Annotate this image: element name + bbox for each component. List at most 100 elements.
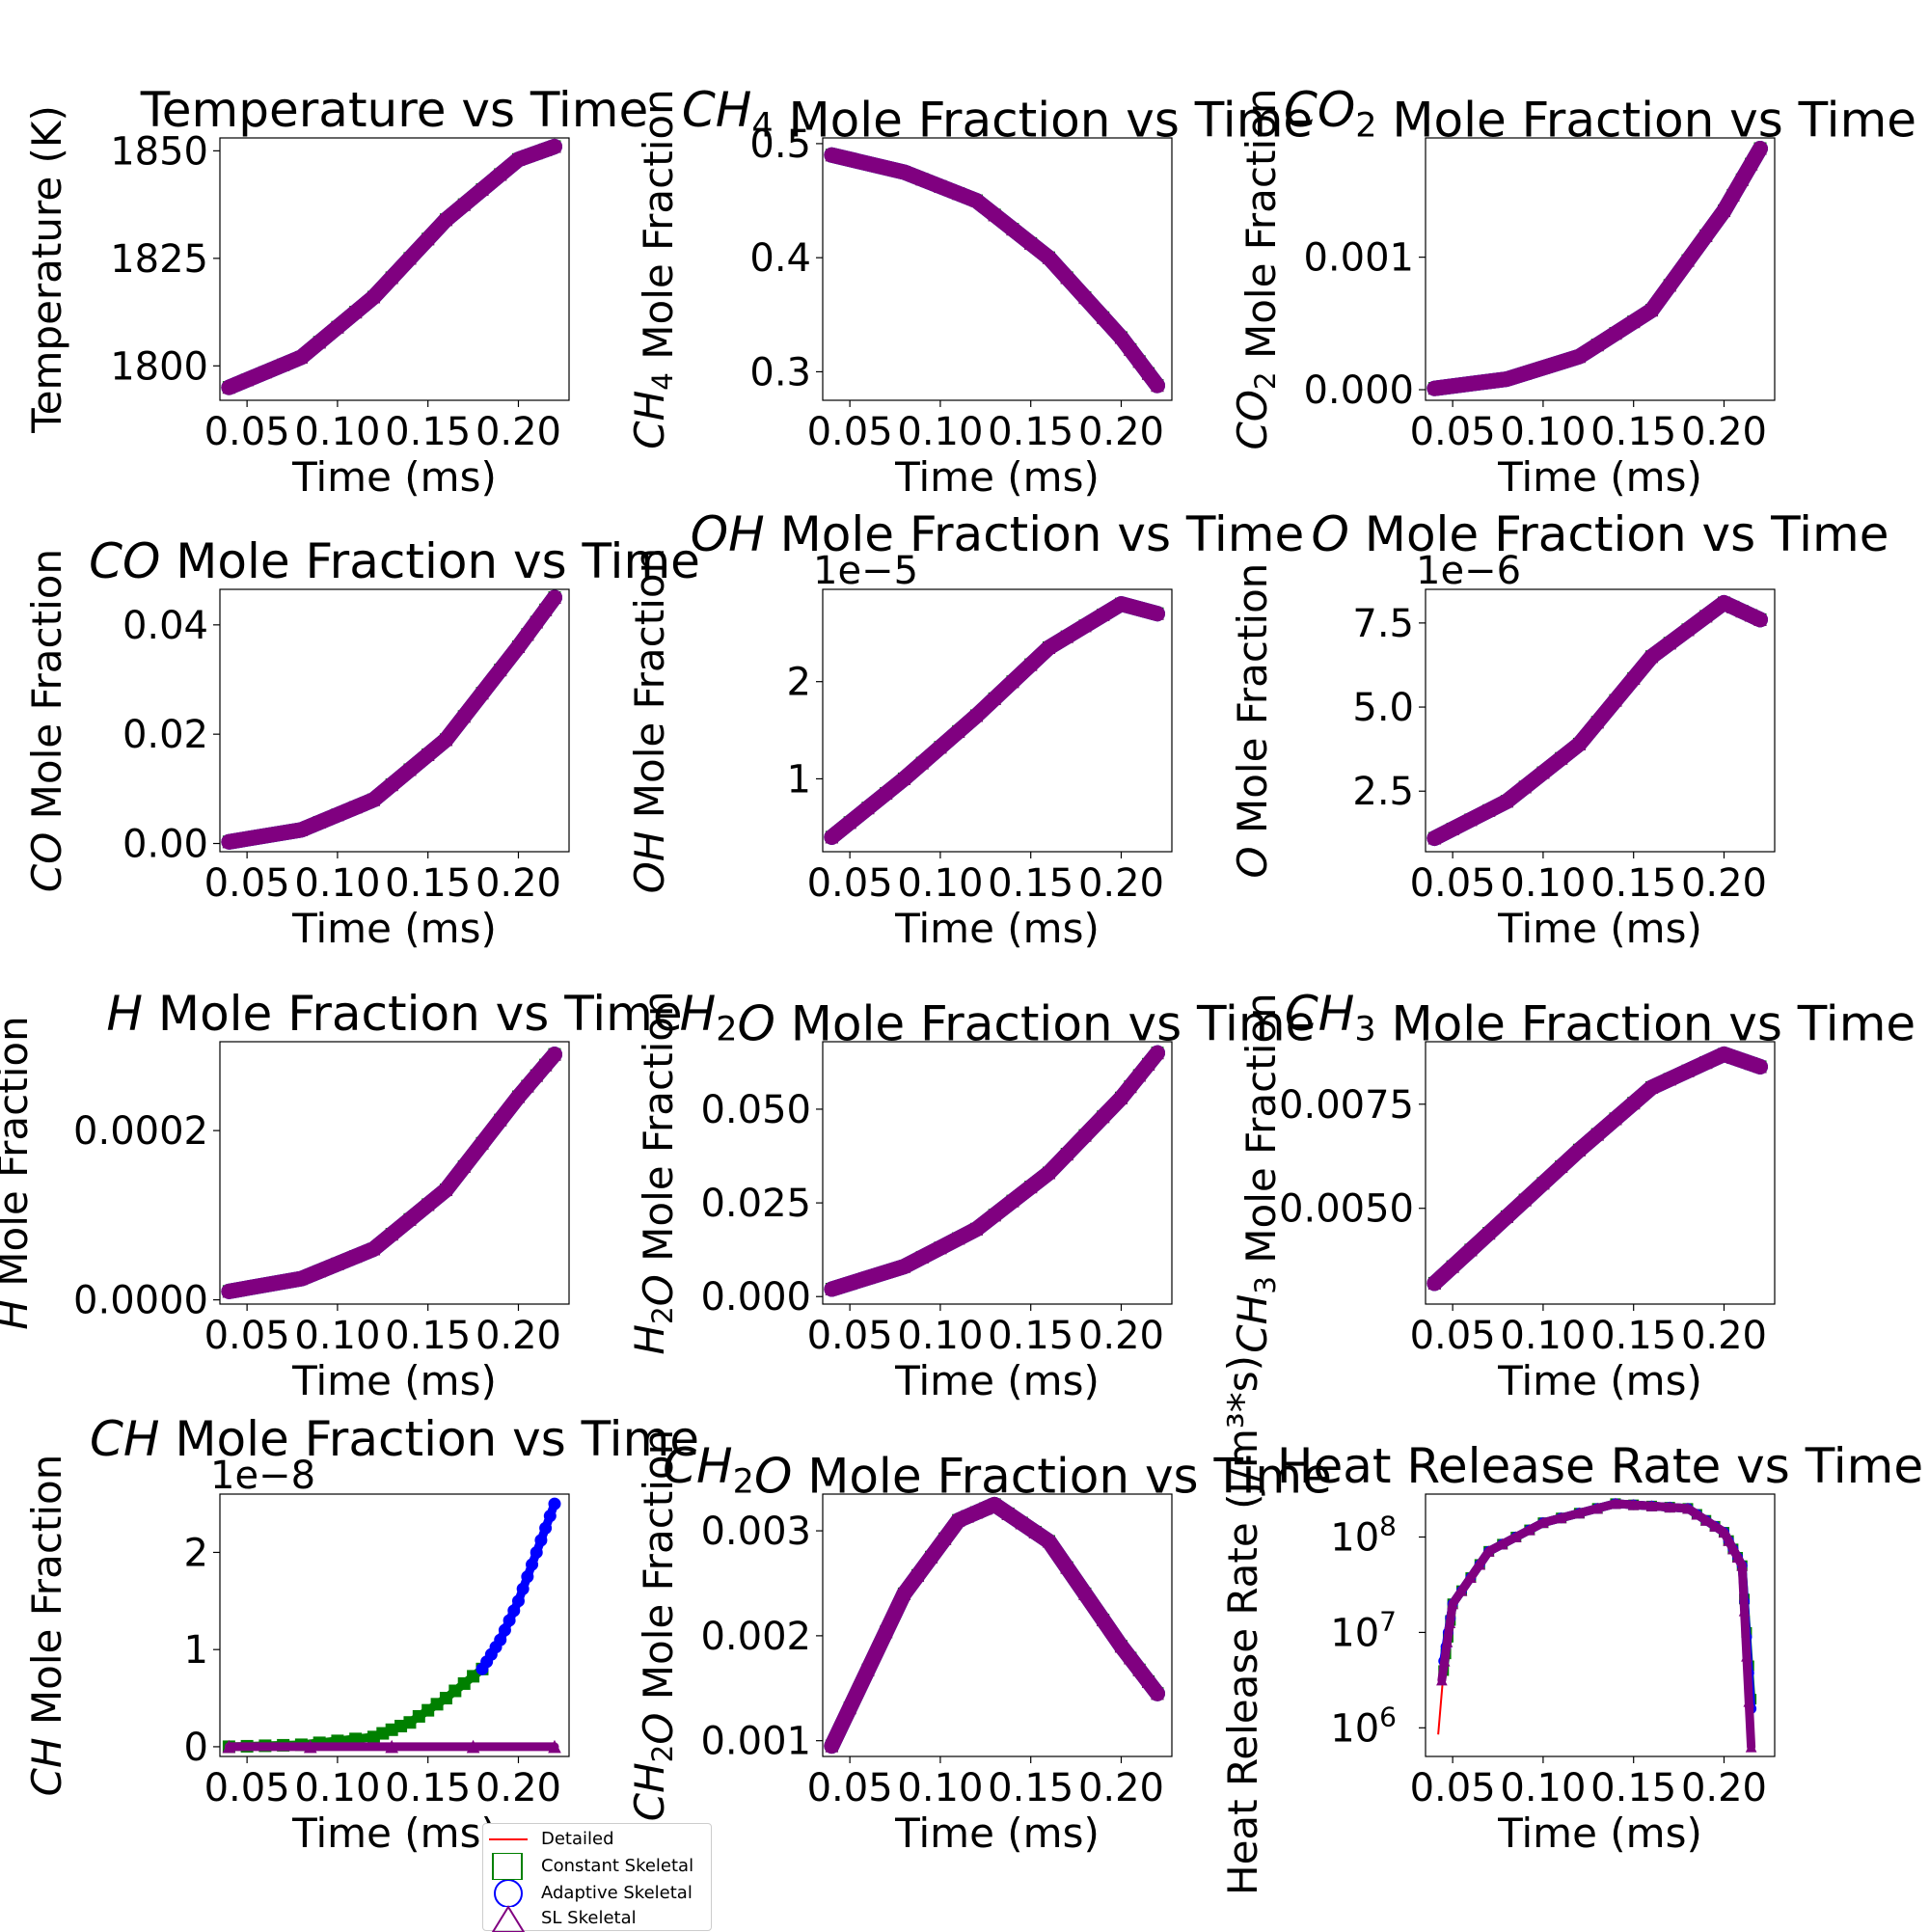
data-point: [1717, 204, 1731, 218]
data-point: [1644, 1080, 1659, 1094]
data-point: [1114, 596, 1128, 611]
data-point: [1741, 1650, 1752, 1662]
data-point: [1610, 1497, 1621, 1510]
data-point: [1717, 1047, 1731, 1061]
y-tick-label: 107: [1330, 1605, 1397, 1655]
data-point: [367, 289, 381, 304]
data-point: [222, 1284, 236, 1298]
legend-label: Constant Skeletal: [541, 1856, 694, 1876]
y-tick-label: 0.001: [1303, 236, 1414, 281]
data-point: [1042, 1165, 1056, 1180]
x-axis-label: Time (ms): [894, 1810, 1100, 1857]
data-point: [1132, 1663, 1147, 1676]
y-tick-label: 0.0000: [73, 1279, 208, 1323]
subplot-title: OH Mole Fraction vs Time: [691, 506, 1305, 562]
data-point: [1060, 270, 1074, 285]
data-point: [539, 1521, 553, 1535]
x-tick-label: 0.20: [475, 1766, 561, 1810]
data-point: [1132, 602, 1147, 615]
data-point: [1537, 1516, 1549, 1529]
data-point: [861, 801, 875, 815]
series-layer: [824, 1496, 1165, 1755]
data-point: [457, 197, 472, 211]
data-point: [861, 1663, 875, 1676]
x-tick-label: 0.05: [807, 861, 893, 906]
data-point: [897, 165, 911, 178]
data-point: [475, 1136, 489, 1150]
data-point: [385, 270, 398, 285]
x-tick-label: 0.05: [807, 1314, 893, 1358]
data-point: [1590, 1127, 1604, 1141]
x-axis-label: Time (ms): [1497, 453, 1702, 501]
data-point: [511, 1594, 525, 1608]
data-point: [1015, 1515, 1029, 1530]
data-point: [1464, 376, 1478, 391]
data-point: [348, 305, 363, 319]
axes-frame: [822, 137, 1173, 401]
data-point: [825, 148, 839, 162]
subplot-4: 0.05 0.10 0.15 0.20 0.00 0.02 0.04 Time (ms) CO …: [23, 533, 700, 952]
data-point: [969, 708, 984, 722]
data-point: [421, 748, 435, 761]
data-point: [303, 1739, 317, 1754]
data-point: [367, 1241, 381, 1256]
data-point: [1078, 618, 1092, 633]
subplot-title: CO2 Mole Fraction vs Time: [1284, 82, 1916, 149]
data-point: [526, 1558, 539, 1571]
data-point: [1698, 609, 1713, 623]
legend-triangle-icon: [491, 1905, 526, 1932]
series-line-detailed: [831, 1052, 1158, 1291]
subplot-9: 0.05 0.10 0.15 0.20 0.0050 0.0075 Time (ms) CH3…: [1229, 986, 1915, 1404]
data-point: [1735, 173, 1750, 186]
subplot-title: CH Mole Fraction vs Time: [90, 1411, 699, 1467]
data-point: [538, 603, 553, 616]
subplot-title: Temperature vs Time: [140, 82, 649, 138]
data-point: [1744, 608, 1758, 622]
x-tick-label: 0.10: [1500, 1314, 1586, 1358]
x-tick-label: 0.15: [988, 410, 1073, 454]
data-point: [1042, 640, 1056, 654]
data-point: [1644, 303, 1659, 317]
data-point: [421, 1197, 435, 1211]
data-point: [312, 1264, 326, 1278]
subplot-6: 0.05 0.10 0.15 0.20 2.5 5.0 7.51e−6 Time (ms) O …: [1229, 506, 1888, 952]
data-point: [1554, 1159, 1568, 1174]
data-point: [1726, 188, 1740, 202]
y-axis-label: CH3 Mole Fraction: [1229, 993, 1285, 1352]
data-point: [1536, 765, 1550, 779]
y-axis-label: O Mole Fraction: [1229, 563, 1276, 879]
data-point: [988, 692, 1001, 705]
data-point: [937, 1532, 952, 1545]
y-axis-label: OH Mole Fraction: [626, 548, 673, 893]
y-tick-label: 0.0075: [1279, 1083, 1414, 1128]
axes-frame: [822, 588, 1173, 853]
x-tick-label: 0.20: [1078, 861, 1164, 906]
data-point: [276, 358, 290, 371]
axes-frame: [1425, 1493, 1776, 1757]
subplot-12: 0.05 0.10 0.15 0.20 106 107 108 Time (ms) Heat R…: [1219, 1355, 1923, 1895]
data-point: [1745, 1740, 1757, 1753]
y-tick-label: 0.0050: [1279, 1187, 1414, 1232]
series-layer: [221, 138, 562, 395]
data-point: [1663, 636, 1677, 650]
data-point: [258, 829, 272, 843]
x-tick-label: 0.15: [385, 861, 471, 906]
x-tick-label: 0.05: [1410, 1766, 1496, 1810]
data-point: [969, 1505, 984, 1519]
data-point: [1141, 604, 1155, 618]
data-point: [548, 1739, 561, 1754]
y-tick-label: 0.00: [122, 823, 208, 867]
data-point: [951, 1513, 965, 1527]
data-point: [1738, 1605, 1751, 1617]
data-point: [1124, 1650, 1137, 1665]
data-point: [516, 1582, 530, 1595]
data-point: [1444, 1617, 1456, 1629]
data-point: [276, 826, 290, 839]
data-point: [1427, 381, 1442, 395]
axes-frame: [822, 1041, 1173, 1305]
series-band-triangle: [221, 589, 562, 850]
data-point: [1028, 1525, 1043, 1538]
subplot-title: CH3 Mole Fraction vs Time: [1285, 986, 1915, 1052]
axes-frame: [1425, 1041, 1776, 1305]
